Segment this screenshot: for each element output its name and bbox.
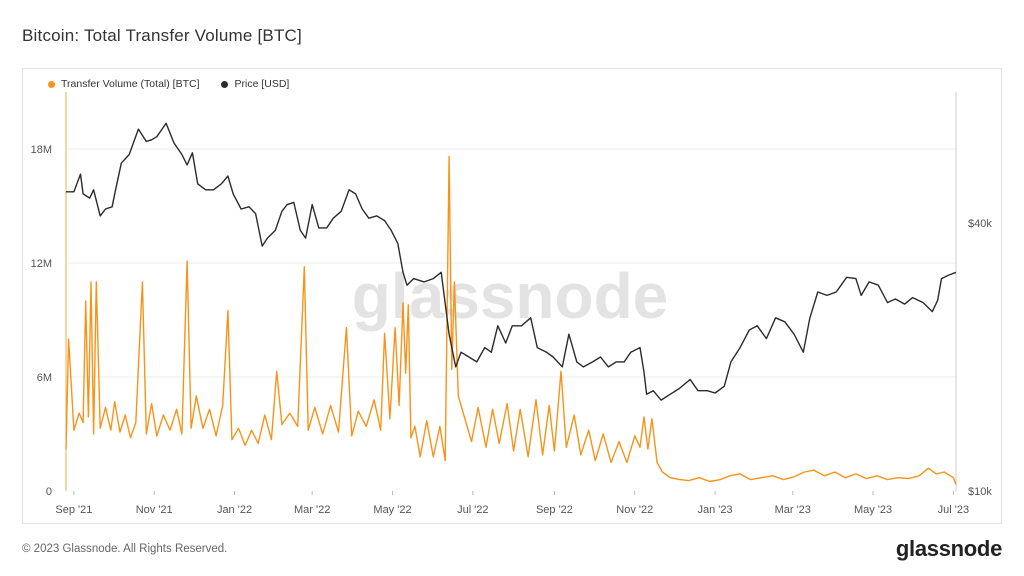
x-tick-label: Jul '22: [457, 504, 488, 516]
legend-dot-volume: [48, 80, 55, 88]
chart-title: Bitcoin: Total Transfer Volume [BTC]: [22, 26, 302, 45]
y-left-tick-label: 12M: [31, 258, 52, 270]
x-tick-label: Mar '22: [294, 504, 330, 516]
legend-label-price: Price [USD]: [234, 78, 290, 90]
series-line-transfer-volume: [65, 155, 957, 485]
y-right-tick-label: $10k: [968, 486, 992, 498]
glassnode-logo[interactable]: glassnode: [895, 536, 1002, 561]
x-tick-label: Sep '21: [55, 504, 92, 516]
chart-legend: Transfer Volume (Total) [BTC] Price [USD…: [48, 78, 289, 90]
copyright-text: © 2023 Glassnode. All Rights Reserved.: [22, 543, 228, 555]
legend-item-volume[interactable]: Transfer Volume (Total) [BTC]: [48, 78, 199, 90]
chart-panel: [22, 68, 1002, 524]
x-tick-label: Nov '22: [616, 504, 653, 516]
x-tick-label: Mar '23: [775, 504, 811, 516]
legend-item-price[interactable]: Price [USD]: [221, 78, 289, 90]
y-left-tick-label: 6M: [37, 372, 52, 384]
y-left-tick-label: 0: [46, 486, 52, 498]
legend-label-volume: Transfer Volume (Total) [BTC]: [61, 78, 200, 90]
x-tick-label: Jan '23: [697, 504, 732, 516]
y-left-tick-label: 18M: [31, 144, 52, 156]
x-tick-label: Jul '23: [938, 504, 969, 516]
x-tick-label: Nov '21: [136, 504, 173, 516]
watermark-text: glassnode: [352, 260, 669, 332]
legend-dot-price: [221, 80, 229, 88]
x-tick-label: Sep '22: [536, 504, 573, 516]
y-right-tick-label: $40k: [968, 218, 992, 230]
x-tick-label: Jan '22: [217, 504, 252, 516]
series-line-price: [66, 122, 957, 401]
x-tick-label: May '22: [373, 504, 411, 516]
x-tick-label: May '23: [854, 504, 892, 516]
